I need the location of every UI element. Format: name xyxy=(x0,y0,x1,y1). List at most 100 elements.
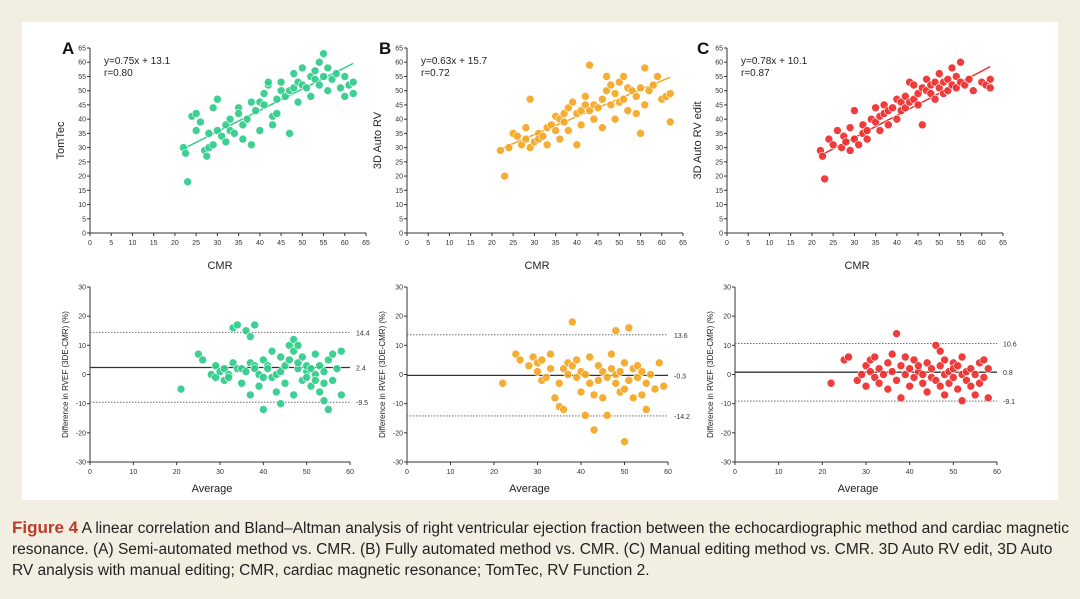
data-point xyxy=(576,106,586,115)
data-point xyxy=(196,117,205,127)
y-tick-label: -30 xyxy=(393,460,403,467)
x-tick-label: 45 xyxy=(277,240,285,247)
data-point xyxy=(871,117,880,127)
data-point xyxy=(542,140,552,150)
data-point xyxy=(324,355,333,365)
data-point xyxy=(962,376,971,385)
x-tick-label: 15 xyxy=(787,240,795,247)
data-point xyxy=(926,89,936,98)
data-point xyxy=(610,114,620,124)
data-point xyxy=(327,75,337,84)
data-point xyxy=(340,92,350,101)
y-tick-label: -10 xyxy=(393,401,403,408)
data-point xyxy=(983,364,993,373)
x-tick-label: 20 xyxy=(488,240,496,247)
data-point xyxy=(525,94,535,104)
data-point xyxy=(559,117,569,127)
data-point xyxy=(293,97,303,107)
data-point xyxy=(607,364,616,373)
data-point xyxy=(947,63,957,73)
data-point xyxy=(951,72,961,81)
y-tick-label: 20 xyxy=(715,174,723,181)
x-tick-label: 0 xyxy=(405,469,409,476)
y-tick-label: 55 xyxy=(395,74,403,81)
data-point xyxy=(191,109,201,118)
data-point xyxy=(314,57,324,67)
data-point xyxy=(620,437,629,446)
data-point xyxy=(975,378,984,388)
x-tick-label: 30 xyxy=(530,240,538,247)
data-point xyxy=(564,103,573,113)
y-tick-label: 55 xyxy=(78,74,86,81)
data-point xyxy=(289,83,299,93)
data-point xyxy=(602,72,611,81)
x-tick-label: 45 xyxy=(914,240,922,247)
x-tick-label: 20 xyxy=(808,240,816,247)
reference-line-label: 14.4 xyxy=(356,331,370,338)
data-point xyxy=(606,80,616,90)
data-point xyxy=(276,77,286,87)
data-point xyxy=(289,335,298,344)
y-tick-label: 15 xyxy=(395,188,403,195)
data-point xyxy=(602,411,612,420)
y-tick-label: -10 xyxy=(721,401,731,408)
data-point xyxy=(914,361,923,371)
data-point xyxy=(183,177,192,187)
data-point xyxy=(238,134,248,144)
data-point xyxy=(930,94,940,104)
data-point xyxy=(511,349,521,359)
data-point xyxy=(607,349,616,359)
data-point xyxy=(966,381,976,391)
data-point xyxy=(636,83,645,93)
data-point xyxy=(935,83,944,93)
x-tick-label: 5 xyxy=(426,240,430,247)
x-tick-label: 35 xyxy=(235,240,243,247)
reference-line-label: 10.6 xyxy=(1003,342,1017,349)
data-point xyxy=(319,378,329,388)
data-point xyxy=(563,370,573,379)
data-point xyxy=(298,352,307,362)
x-tick-label: 30 xyxy=(850,240,858,247)
data-point xyxy=(276,352,285,362)
y-tick-label: 30 xyxy=(715,145,723,152)
x-axis-label: Average xyxy=(192,483,233,495)
data-point xyxy=(267,346,277,356)
data-point xyxy=(213,126,222,135)
y-tick-label: 10 xyxy=(715,202,723,209)
data-point xyxy=(913,100,923,110)
data-point xyxy=(221,137,231,147)
y-axis-label: Difference in RVEF (3DE-CMR) (%) xyxy=(706,311,715,438)
data-point xyxy=(533,367,542,376)
x-tick-label: 15 xyxy=(150,240,158,247)
data-point xyxy=(879,370,888,379)
y-tick-label: -20 xyxy=(721,430,731,437)
data-point xyxy=(857,370,866,379)
data-point xyxy=(653,72,662,81)
data-point xyxy=(521,123,531,132)
data-point xyxy=(624,323,634,333)
data-point xyxy=(931,376,941,385)
data-point xyxy=(615,367,625,376)
data-point xyxy=(845,146,855,155)
data-point xyxy=(637,367,647,376)
data-point xyxy=(598,393,608,403)
x-tick-label: 20 xyxy=(173,469,181,476)
data-point xyxy=(246,390,255,400)
data-point xyxy=(615,77,624,87)
data-point xyxy=(340,72,350,81)
data-point xyxy=(620,358,629,368)
y-tick-label: 10 xyxy=(78,202,86,209)
data-point xyxy=(319,396,329,406)
data-point xyxy=(589,114,599,124)
y-tick-label: 45 xyxy=(78,102,86,109)
data-point xyxy=(348,77,358,87)
data-point xyxy=(306,92,316,101)
y-tick-label: 50 xyxy=(78,88,86,95)
x-tick-label: 45 xyxy=(594,240,602,247)
data-point xyxy=(870,352,880,362)
y-tick-label: -10 xyxy=(76,401,86,408)
y-tick-label: -30 xyxy=(721,460,731,467)
data-point xyxy=(633,361,642,371)
data-point xyxy=(293,341,303,350)
y-tick-label: 20 xyxy=(78,174,86,181)
